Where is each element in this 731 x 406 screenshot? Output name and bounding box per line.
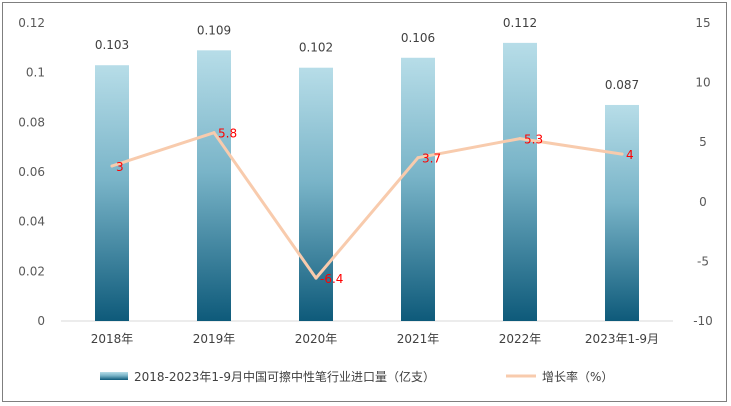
x-axis-category-label: 2022年 bbox=[499, 332, 542, 346]
bar-value-labels: 0.103 0.109 0.102 0.106 0.112 0.087 bbox=[95, 16, 639, 92]
bar bbox=[95, 65, 129, 321]
right-axis-tick-label: 0 bbox=[699, 195, 707, 209]
x-axis-category-label: 2023年1-9月 bbox=[585, 332, 659, 346]
rate-value-label: 3 bbox=[116, 160, 124, 174]
right-axis-tick-label: 10 bbox=[695, 76, 710, 90]
rate-value-labels: 3 5.8 -6.4 3.7 5.3 4 bbox=[116, 127, 634, 286]
rate-value-label: 5.3 bbox=[524, 133, 543, 147]
right-axis-tick-label: -5 bbox=[697, 254, 709, 268]
growth-line-layer bbox=[110, 131, 624, 280]
rate-value-label: 5.8 bbox=[218, 127, 237, 141]
bar bbox=[605, 104, 639, 321]
bar bbox=[503, 42, 537, 321]
growth-rate-point bbox=[620, 152, 624, 156]
bar-value-label: 0.106 bbox=[401, 31, 435, 45]
growth-rate-point bbox=[416, 156, 420, 160]
bar bbox=[197, 50, 231, 322]
bar bbox=[401, 57, 435, 322]
rate-value-label: -6.4 bbox=[320, 272, 343, 286]
right-axis-tick-label: 15 bbox=[695, 16, 710, 30]
legend-line-label: 增长率（%） bbox=[542, 369, 613, 384]
rate-value-label: 4 bbox=[626, 148, 634, 162]
bar-value-label: 0.102 bbox=[299, 41, 333, 55]
growth-rate-point bbox=[314, 276, 318, 280]
right-axis-tick-label: -10 bbox=[693, 314, 713, 328]
chart: 0 0.02 0.04 0.06 0.08 0.1 0.12 -10 -5 0 5 10 15 0.1… bbox=[18, 16, 713, 384]
chart-frame: 0 0.02 0.04 0.06 0.08 0.1 0.12 -10 -5 0 5 10 15 0.1… bbox=[2, 2, 727, 402]
x-axis-category-label: 2021年 bbox=[397, 332, 440, 346]
x-axis-category-label: 2020年 bbox=[295, 332, 338, 346]
x-axis-labels: 2018年 2019年 2020年 2021年 2022年 2023年1-9月 bbox=[91, 332, 659, 346]
legend: 2018-2023年1-9月中国可擦中性笔行业进口量（亿支） 增长率（%） bbox=[100, 369, 613, 384]
bars bbox=[95, 42, 639, 322]
right-axis: -10 -5 0 5 10 15 bbox=[693, 16, 713, 328]
growth-rate-point bbox=[110, 164, 114, 168]
bar-value-label: 0.103 bbox=[95, 38, 129, 52]
rate-value-label: 3.7 bbox=[422, 152, 441, 166]
growth-rate-point bbox=[212, 131, 216, 135]
growth-rate-line bbox=[110, 131, 624, 280]
left-axis-tick-label: 0.02 bbox=[18, 264, 45, 278]
left-axis-tick-label: 0.06 bbox=[18, 165, 45, 179]
right-axis-tick-label: 5 bbox=[699, 135, 707, 149]
bar-value-label: 0.109 bbox=[197, 23, 231, 37]
x-axis-category-label: 2019年 bbox=[193, 332, 236, 346]
x-axis-category-label: 2018年 bbox=[91, 332, 134, 346]
left-axis: 0 0.02 0.04 0.06 0.08 0.1 0.12 bbox=[18, 16, 45, 328]
legend-bar-label: 2018-2023年1-9月中国可擦中性笔行业进口量（亿支） bbox=[134, 369, 435, 384]
bar-value-label: 0.087 bbox=[605, 78, 639, 92]
bar-value-label: 0.112 bbox=[503, 16, 537, 30]
growth-rate-point bbox=[518, 137, 522, 141]
left-axis-tick-label: 0.08 bbox=[18, 115, 45, 129]
left-axis-tick-label: 0 bbox=[37, 314, 45, 328]
left-axis-tick-label: 0.04 bbox=[18, 215, 45, 229]
left-axis-tick-label: 0.1 bbox=[26, 66, 45, 80]
legend-bar-swatch bbox=[100, 372, 128, 380]
left-axis-tick-label: 0.12 bbox=[18, 16, 45, 30]
